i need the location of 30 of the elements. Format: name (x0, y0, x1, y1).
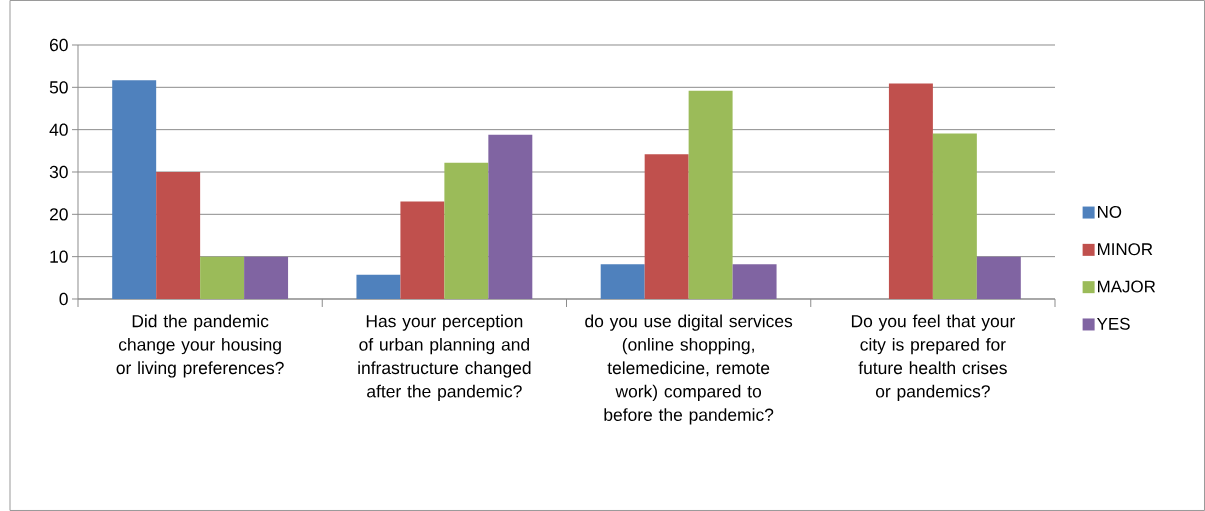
y-tick-label: 60 (49, 38, 68, 52)
y-tick-label: 0 (59, 292, 68, 306)
bar (976, 256, 1021, 299)
bar (244, 256, 289, 299)
bar (444, 162, 489, 299)
x-tick-label: Did the pandemic change your housing or living preferences? (116, 314, 284, 378)
bar (400, 201, 445, 299)
bar (156, 171, 201, 299)
legend-label: YES (1096, 317, 1130, 330)
bar (688, 90, 733, 299)
bar (112, 80, 157, 299)
y-tick-label: 30 (49, 165, 68, 179)
x-tick-label: Has your perception of urban planning and infrastructure changed after the pandemic? (358, 314, 531, 401)
legend-label: NO (1098, 205, 1122, 218)
bar (356, 274, 401, 299)
y-tick-label: 40 (49, 123, 68, 136)
bar (888, 83, 933, 299)
bar (488, 134, 533, 299)
bar (600, 264, 645, 299)
bar (644, 154, 689, 299)
legend-label: MINOR (1098, 243, 1153, 256)
x-tick-label: Do you feel that your city is prepared for future health crises or pandemics? (851, 314, 1015, 401)
bar (732, 264, 777, 299)
y-tick-label: 20 (49, 208, 68, 221)
y-tick-label: 10 (50, 250, 68, 263)
y-tick-label: 50 (49, 81, 68, 94)
bar (932, 133, 977, 299)
legend-label: MAJOR (1098, 280, 1156, 293)
bar (200, 256, 245, 299)
x-tick-label: do you use digital services (online shopping, telemedicine, remote work) compared to before the pandemic? (585, 314, 793, 425)
